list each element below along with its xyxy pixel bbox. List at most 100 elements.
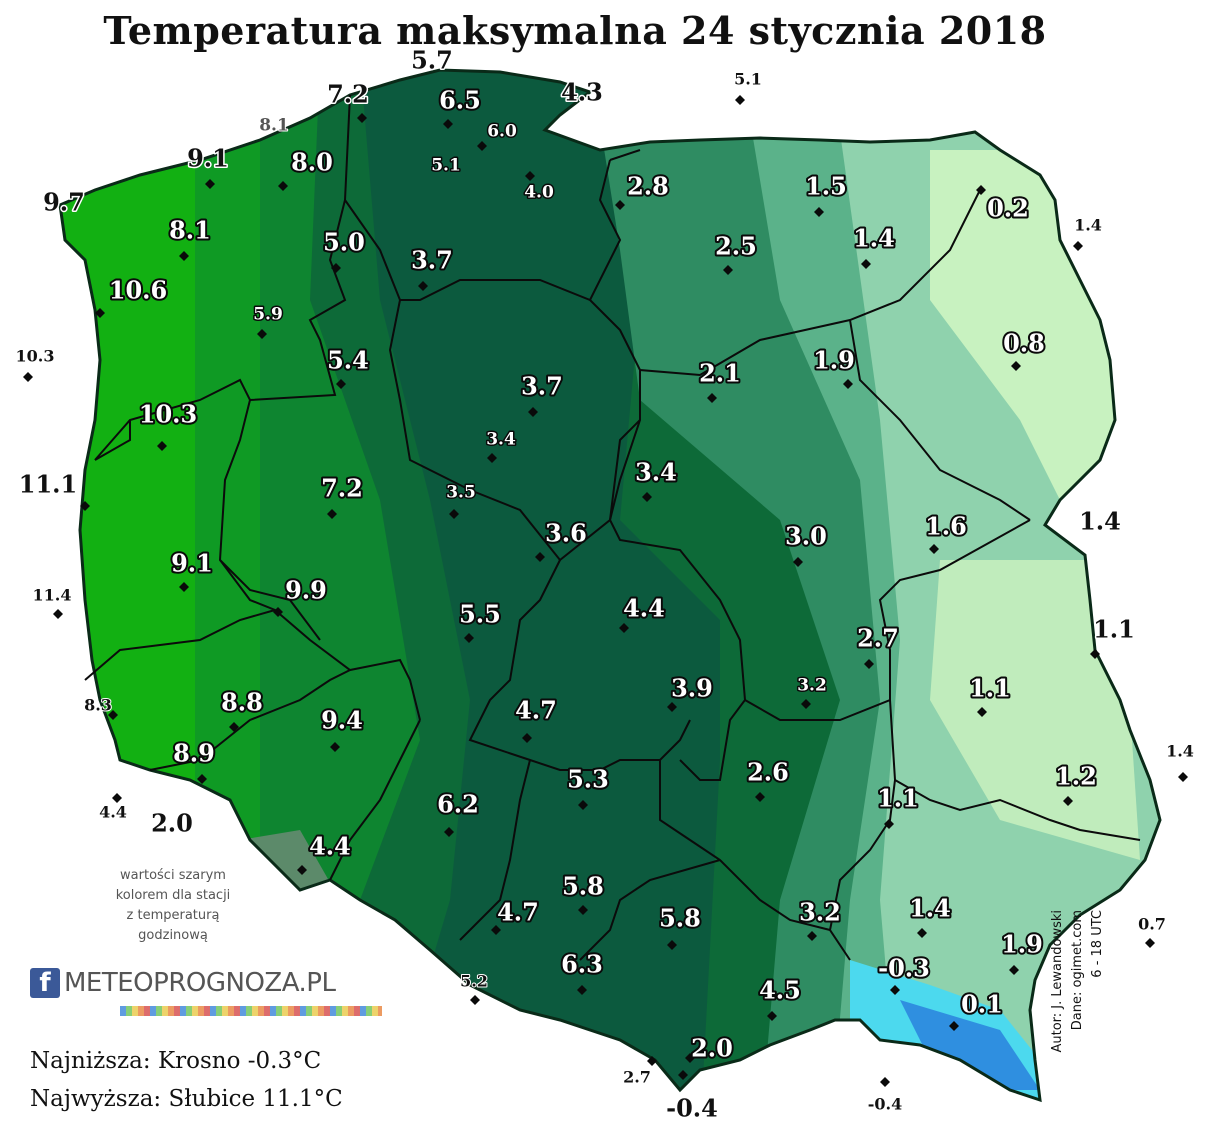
station-value: 2.0 <box>691 1034 733 1063</box>
station-marker <box>861 259 871 269</box>
station-marker <box>525 171 535 181</box>
station: 3.6 <box>535 517 589 562</box>
station: 2.0 <box>150 807 195 839</box>
station-value: 5.7 <box>411 46 453 75</box>
station-value: 2.0 <box>151 809 193 838</box>
station-marker <box>197 774 207 784</box>
station: 11.4 <box>32 585 72 619</box>
station: 4.3 <box>560 76 605 108</box>
station-marker <box>418 281 428 291</box>
station: 3.9 <box>667 672 715 712</box>
station: 5.7 <box>410 44 455 76</box>
station-marker <box>642 492 652 502</box>
station: 5.1 <box>430 154 463 177</box>
station-marker <box>807 931 817 941</box>
station: 4.5 <box>757 974 803 1021</box>
station-marker <box>278 181 288 191</box>
station-value: 3.2 <box>797 676 827 696</box>
station-value: -0.3 <box>878 954 930 983</box>
station: 11.1 <box>17 468 90 511</box>
legend-note: wartości szarym kolorem dla stacji z tem… <box>88 866 258 946</box>
station-marker <box>667 702 677 712</box>
station-marker <box>487 453 497 463</box>
station-value: 5.1 <box>734 70 762 89</box>
facebook-icon[interactable]: f <box>30 968 60 998</box>
station-value: 2.8 <box>627 172 669 201</box>
station-marker <box>477 141 487 151</box>
station: 1.9 <box>999 928 1045 975</box>
station-marker <box>157 441 167 451</box>
station-marker <box>619 623 629 633</box>
station-value: 1.9 <box>813 346 855 375</box>
station: -0.4 <box>867 1077 903 1115</box>
station-value: 10.3 <box>16 347 55 366</box>
meteoprognoza-logo[interactable]: f METEOPROGNOZA.PL <box>30 966 336 1000</box>
station-marker <box>884 819 894 829</box>
station-marker <box>578 905 588 915</box>
station: 8.3 <box>83 695 118 720</box>
station: 9.7 <box>42 186 87 218</box>
station-marker <box>755 792 765 802</box>
station: 2.7 <box>622 1056 657 1088</box>
station-marker <box>528 407 538 417</box>
station-value: 4.7 <box>497 898 539 927</box>
station: 1.4 <box>907 892 953 938</box>
station: 4.0 <box>523 171 555 204</box>
station-marker <box>444 827 454 837</box>
station-marker <box>330 742 340 752</box>
station-marker <box>327 509 337 519</box>
lowest-temperature: Najniższa: Krosno -0.3°C <box>30 1048 322 1074</box>
station-value: 0.1 <box>961 990 1003 1019</box>
station: 1.4 <box>851 222 897 269</box>
station: 1.2 <box>1053 760 1099 806</box>
station-marker <box>257 329 267 339</box>
station-value: 7.2 <box>321 474 363 503</box>
station-marker <box>1073 241 1083 251</box>
station-value: 3.6 <box>545 519 587 548</box>
station-value: 11.4 <box>33 586 72 605</box>
station-value: 5.0 <box>323 228 365 257</box>
legend-note-line: godzinową <box>138 928 208 943</box>
station: 8.1 <box>258 115 290 137</box>
station-value: 3.2 <box>799 898 841 927</box>
station-value: 0.2 <box>987 194 1029 223</box>
station: 1.6 <box>923 510 969 554</box>
station-value: 6.0 <box>487 122 517 142</box>
station: 2.7 <box>855 622 901 669</box>
station-value: 3.5 <box>446 483 476 503</box>
station-value: 1.1 <box>969 674 1011 703</box>
station: 7.2 <box>326 78 370 123</box>
station: 3.0 <box>783 520 829 567</box>
station-marker <box>615 200 625 210</box>
station: 5.3 <box>565 763 611 810</box>
credit-period: 6 - 18 UTC <box>1090 910 1105 978</box>
station-marker <box>108 710 118 720</box>
station-marker <box>793 557 803 567</box>
station-marker <box>1011 361 1021 371</box>
station-marker <box>179 251 189 261</box>
station-value: 4.4 <box>99 803 127 822</box>
stations-layer: 5.7 7.2 6.5 4.3 5.1 8.1 6.0 9.1 8.0 5.1 4.0 2.8 1.5 0… <box>15 44 1195 1124</box>
station-value: 2.7 <box>857 624 899 653</box>
station: 5.5 <box>457 598 503 643</box>
station-value: 1.4 <box>1074 216 1102 235</box>
station-value: 3.0 <box>785 522 827 551</box>
station: 6.5 <box>437 84 483 129</box>
station-value: 5.8 <box>562 872 604 901</box>
station: 7.2 <box>319 472 365 519</box>
station-value: 2.5 <box>715 232 757 261</box>
station-value: 8.8 <box>221 688 263 717</box>
station: 5.8 <box>657 902 703 950</box>
station: 1.1 <box>875 782 921 829</box>
station-value: 0.8 <box>1003 329 1045 358</box>
station: 4.7 <box>513 694 559 743</box>
station-marker <box>522 733 532 743</box>
station-value: 5.1 <box>431 156 461 176</box>
highest-temperature: Najwyższa: Słubice 11.1°C <box>30 1086 343 1112</box>
station-marker <box>53 609 63 619</box>
station: 0.2 <box>976 185 1031 225</box>
station-value: 1.4 <box>1166 742 1194 761</box>
station-marker <box>1145 938 1155 948</box>
station-value: 4.4 <box>309 832 351 861</box>
station-value: 4.0 <box>524 183 554 203</box>
